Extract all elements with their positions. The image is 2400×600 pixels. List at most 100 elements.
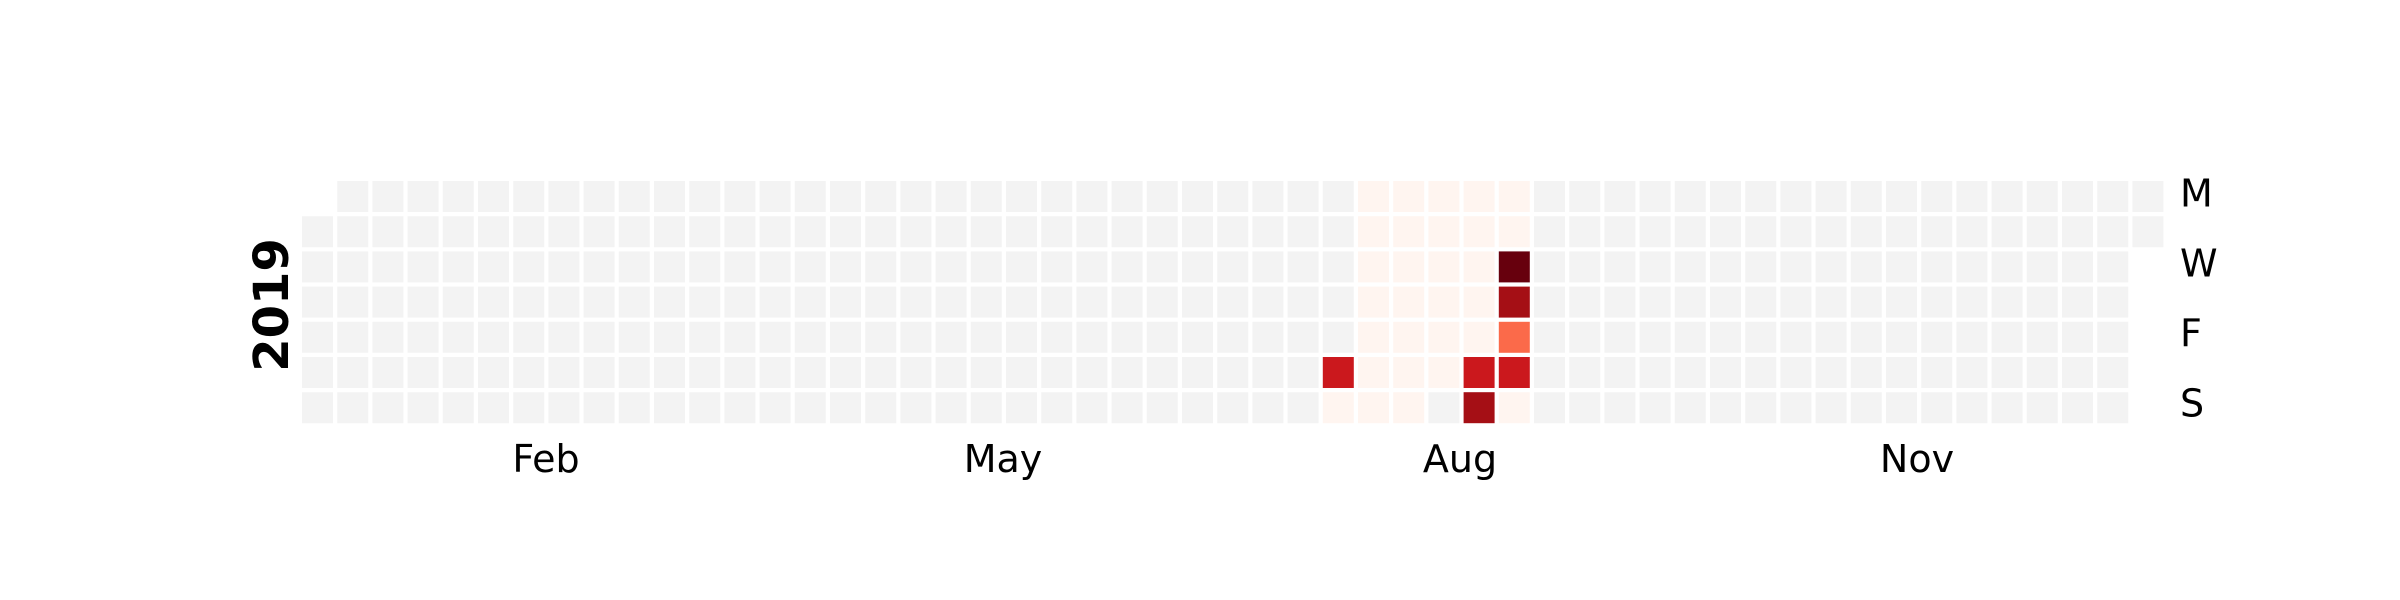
heatmap-cell-2019-06-28: [1182, 321, 1213, 353]
heatmap-cell-2019-09-09: [1569, 181, 1601, 212]
heatmap-cell-2019-01-01: [302, 216, 333, 248]
heatmap-cell-2019-05-29: [1041, 251, 1073, 283]
heatmap-cell-2019-06-10: [1111, 181, 1143, 212]
heatmap-cell-2019-09-29: [1639, 392, 1671, 424]
heatmap-cell-2019-03-30: [724, 357, 756, 388]
heatmap-cell-2019-07-13: [1252, 357, 1284, 388]
heatmap-cell-2019-10-13: [1710, 392, 1741, 424]
heatmap-cell-2019-04-14: [794, 392, 826, 424]
heatmap-cell-2019-12-31: [2132, 216, 2164, 248]
heatmap-cell-2019-08-04: [1358, 392, 1389, 424]
heatmap-cell-2019-09-06: [1534, 321, 1565, 353]
heatmap-cell-2019-12-27: [2097, 321, 2129, 353]
heatmap-cell-2019-01-26: [407, 357, 439, 388]
heatmap-cell-2019-08-17: [1428, 357, 1460, 388]
heatmap-cell-2019-02-26: [583, 216, 615, 248]
heatmap-cell-2019-03-03: [583, 392, 615, 424]
heatmap-cell-2019-07-04: [1217, 286, 1249, 318]
heatmap-cell-2019-08-15: [1428, 286, 1460, 318]
heatmap-cell-2019-07-02: [1217, 216, 1249, 248]
heatmap-cell-2019-12-19: [2062, 286, 2093, 318]
heatmap-cell-2019-10-08: [1710, 216, 1741, 248]
heatmap-cell-2019-08-14: [1428, 251, 1460, 283]
heatmap-cell-2019-08-23: [1463, 321, 1495, 353]
heatmap-cell-2019-04-20: [830, 357, 861, 388]
heatmap-cell-2019-04-02: [759, 216, 791, 248]
heatmap-cell-2019-12-04: [1991, 251, 2023, 283]
heatmap-cell-2019-09-14: [1569, 357, 1601, 388]
heatmap-cell-2019-05-04: [900, 357, 932, 388]
heatmap-cell-2019-01-15: [372, 216, 404, 248]
heatmap-cell-2019-06-29: [1182, 357, 1213, 388]
heatmap-cell-2019-07-07: [1217, 392, 1249, 424]
heatmap-cell-2019-10-07: [1710, 181, 1741, 212]
heatmap-cell-2019-10-16: [1745, 251, 1777, 283]
heatmap-cell-2019-05-31: [1041, 321, 1073, 353]
heatmap-cell-2019-07-25: [1322, 286, 1354, 318]
heatmap-cell-2019-12-17: [2062, 216, 2093, 248]
heatmap-cell-2019-06-08: [1076, 357, 1108, 388]
heatmap-cell-2019-04-09: [794, 216, 826, 248]
heatmap-cell-2019-05-22: [1006, 251, 1037, 283]
heatmap-cell-2019-10-06: [1674, 392, 1706, 424]
heatmap-cell-2019-07-26: [1322, 321, 1354, 353]
heatmap-cell-2019-08-03: [1358, 357, 1389, 388]
heatmap-cell-2019-11-22: [1921, 321, 1953, 353]
heatmap-cell-2019-01-12: [337, 357, 369, 388]
heatmap-cell-2019-01-09: [337, 251, 369, 283]
heatmap-cell-2019-03-10: [618, 392, 650, 424]
heatmap-cell-2019-09-20: [1604, 321, 1636, 353]
heatmap-cell-2019-08-13: [1428, 216, 1460, 248]
heatmap-cell-2019-03-16: [654, 357, 685, 388]
heatmap-cell-2019-08-12: [1428, 181, 1460, 212]
month-label-feb: Feb: [512, 437, 579, 481]
heatmap-cell-2019-01-07: [337, 181, 369, 212]
heatmap-cell-2019-09-23: [1639, 181, 1671, 212]
heatmap-cell-2019-10-04: [1674, 321, 1706, 353]
heatmap-cell-2019-01-24: [407, 286, 439, 318]
heatmap-cell-2019-11-17: [1886, 392, 1917, 424]
month-label-nov: Nov: [1880, 437, 1954, 481]
heatmap-cell-2019-04-18: [830, 286, 861, 318]
heatmap-cell-2019-08-06: [1393, 216, 1425, 248]
heatmap-cell-2019-04-01: [759, 181, 791, 212]
heatmap-cell-2019-05-05: [900, 392, 932, 424]
heatmap-cell-2019-04-07: [759, 392, 791, 424]
heatmap-cell-2019-05-21: [1006, 216, 1037, 248]
heatmap-cell-2019-01-08: [337, 216, 369, 248]
heatmap-cell-2019-04-30: [900, 216, 932, 248]
heatmap-cell-2019-03-29: [724, 321, 756, 353]
heatmap-cell-2019-01-17: [372, 286, 404, 318]
heatmap-cell-2019-07-16: [1287, 216, 1319, 248]
heatmap-cell-2019-11-25: [1956, 181, 1988, 212]
heatmap-cell-2019-03-24: [689, 392, 721, 424]
heatmap-cell-2019-09-27: [1639, 321, 1671, 353]
heatmap-cell-2019-01-27: [407, 392, 439, 424]
heatmap-cell-2019-11-06: [1850, 251, 1882, 283]
heatmap-cell-2019-06-11: [1111, 216, 1143, 248]
heatmap-cell-2019-06-26: [1182, 251, 1213, 283]
heatmap-cell-2019-06-27: [1182, 286, 1213, 318]
heatmap-cell-2019-10-15: [1745, 216, 1777, 248]
heatmap-cell-2019-05-19: [970, 392, 1002, 424]
heatmap-cell-2019-12-25: [2097, 251, 2129, 283]
heatmap-cell-2019-03-19: [689, 216, 721, 248]
heatmap-cell-2019-10-18: [1745, 321, 1777, 353]
heatmap-cell-2019-12-05: [1991, 286, 2023, 318]
heatmap-cell-2019-04-15: [830, 181, 861, 212]
heatmap-cell-2019-03-05: [618, 216, 650, 248]
heatmap-cell-2019-07-05: [1217, 321, 1249, 353]
heatmap-cell-2019-09-26: [1639, 286, 1671, 318]
heatmap-cell-2019-05-10: [935, 321, 967, 353]
heatmap-cell-2019-02-06: [478, 251, 509, 283]
heatmap-cell-2019-02-02: [442, 357, 474, 388]
heatmap-cell-2019-09-05: [1534, 286, 1565, 318]
heatmap-cell-2019-09-12: [1569, 286, 1601, 318]
heatmap-cell-2019-07-27: [1322, 357, 1354, 388]
heatmap-cell-2019-10-26: [1780, 357, 1812, 388]
heatmap-cell-2019-09-16: [1604, 181, 1636, 212]
heatmap-cell-2019-07-15: [1287, 181, 1319, 212]
heatmap-cell-2019-10-05: [1674, 357, 1706, 388]
heatmap-cell-2019-05-08: [935, 251, 967, 283]
